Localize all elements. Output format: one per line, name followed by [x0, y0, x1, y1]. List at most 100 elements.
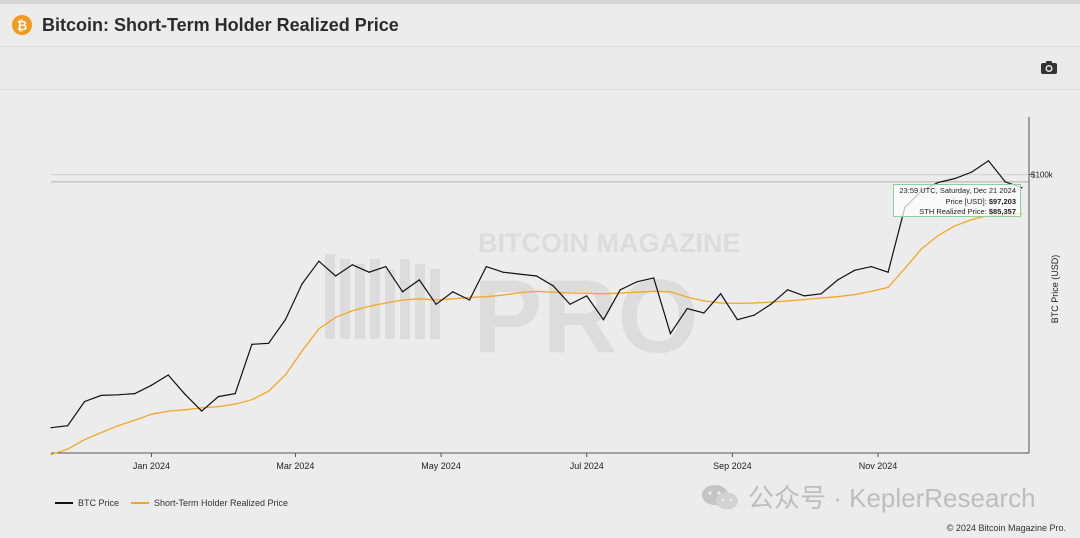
sth-price-point	[268, 390, 270, 392]
sth-price-point	[468, 296, 471, 299]
btc-price-point	[803, 295, 805, 297]
chart-header: ₿ Bitcoin: Short-Term Holder Realized Pr…	[0, 4, 1080, 46]
btc-price-point	[217, 396, 220, 398]
sth-price-point	[686, 296, 688, 298]
sth-price-point	[150, 413, 153, 415]
btc-price-point	[535, 275, 538, 277]
sth-price-point	[284, 374, 286, 376]
btc-price-point	[619, 289, 621, 291]
btc-price-point	[736, 319, 738, 321]
sth-price-point	[803, 299, 805, 301]
btc-price-point	[770, 303, 772, 305]
btc-price-point	[318, 260, 320, 262]
x-tick-label: Mar 2024	[276, 461, 314, 471]
btc-price-point	[669, 333, 672, 335]
sth-price-point	[418, 298, 420, 300]
tooltip-sth-value: $85,357	[988, 207, 1016, 216]
sth-price-point	[401, 299, 404, 301]
sth-price-point	[870, 290, 872, 292]
btc-price-point	[301, 283, 303, 285]
btc-price-point	[837, 279, 839, 281]
tooltip-time: 23:59 UTC, Saturday, Dec 21 2024	[899, 186, 1016, 195]
y-tick-group: $100k	[1029, 171, 1054, 180]
btc-price-point	[552, 285, 554, 287]
legend-item-sth[interactable]: Short-Term Holder Realized Price	[131, 498, 288, 508]
sth-price-point	[502, 294, 504, 296]
btc-price-point	[385, 266, 387, 268]
watermark-pro: PRO	[473, 259, 698, 375]
sth-price-point	[837, 296, 839, 298]
btc-price-point	[468, 299, 471, 301]
sth-price-point	[887, 286, 889, 288]
btc-price-point	[117, 394, 119, 396]
btc-price-point	[987, 160, 990, 162]
btc-price-point	[351, 264, 353, 266]
data-point-group	[50, 160, 1023, 456]
hover-tooltip: 23:59 UTC, Saturday, Dec 21 2024 Price […	[893, 184, 1021, 217]
sth-price-point	[217, 405, 220, 408]
legend-item-btc[interactable]: BTC Price	[55, 498, 119, 508]
y-tick-label: $100k	[1031, 171, 1054, 180]
toolbar	[0, 46, 1080, 90]
sth-price-point	[954, 225, 956, 227]
sth-price-point	[787, 300, 789, 302]
btc-price-point	[335, 275, 337, 277]
sth-price-point	[920, 248, 923, 250]
sth-price-point	[67, 448, 69, 450]
btc-price-point	[485, 266, 487, 268]
sth-price-point	[853, 294, 856, 296]
btc-price-point	[1021, 187, 1023, 189]
sth-price-point	[452, 298, 454, 300]
sth-price-point	[201, 407, 203, 409]
sth-price-point	[1021, 212, 1023, 215]
btc-price-point	[954, 177, 956, 180]
btc-price-point	[569, 303, 571, 305]
tooltip-sth-row: STH Realized Price: $85,357	[894, 207, 1016, 218]
sth-price-point	[753, 302, 755, 304]
sth-price-point	[971, 218, 973, 221]
camera-icon[interactable]	[1040, 59, 1058, 77]
sth-price-point	[351, 310, 353, 312]
sth-price-point	[669, 291, 672, 293]
legend-swatch-sth	[131, 502, 150, 504]
btc-price-point	[368, 271, 370, 273]
sth-price-point	[301, 350, 303, 352]
sth-price-point	[318, 328, 320, 330]
btc-price-point	[50, 427, 52, 429]
tooltip-sth-label: STH Realized Price:	[919, 207, 987, 216]
btc-price-point	[452, 291, 454, 293]
sth-price-point	[335, 316, 337, 319]
sth-price-point	[100, 431, 102, 434]
sth-price-point	[720, 302, 722, 304]
btc-price-point	[251, 343, 253, 345]
btc-price-point	[83, 400, 86, 403]
sth-price-point	[117, 425, 119, 427]
btc-price-point	[100, 394, 102, 397]
btc-price-point	[519, 273, 521, 275]
btc-price-point	[703, 312, 705, 314]
btc-price-point	[971, 171, 973, 173]
channel-watermark-text: 公众号 · KeplerResearch	[748, 483, 1036, 513]
btc-price-point	[150, 384, 153, 386]
sth-price-point	[485, 296, 487, 298]
btc-price-point	[602, 319, 605, 321]
x-tick-group: Jan 2024 Mar 2024 May 2024 Jul 2024 Sep 2024…	[133, 453, 897, 471]
chart-legend: BTC Price Short-Term Holder Realized Pri…	[55, 498, 300, 508]
sth-price-point	[535, 290, 538, 292]
x-tick-label: Jan 2024	[133, 461, 170, 471]
btc-price-point	[636, 281, 638, 283]
sth-price-point	[653, 290, 655, 292]
sth-price-point	[602, 293, 605, 295]
sth-price-point	[552, 291, 554, 293]
sth-price-point	[234, 403, 236, 405]
btc-price-point	[234, 392, 236, 395]
btc-price-point	[167, 374, 169, 376]
sth-price-point	[83, 439, 86, 441]
sth-price-point	[703, 300, 705, 302]
btc-price-point	[134, 392, 136, 395]
sth-price-point	[435, 299, 437, 301]
x-tick-label: Sep 2024	[713, 461, 752, 471]
tooltip-price-value: $97,203	[988, 196, 1016, 206]
sth-price-point	[904, 267, 906, 270]
legend-label-sth: Short-Term Holder Realized Price	[154, 498, 289, 508]
